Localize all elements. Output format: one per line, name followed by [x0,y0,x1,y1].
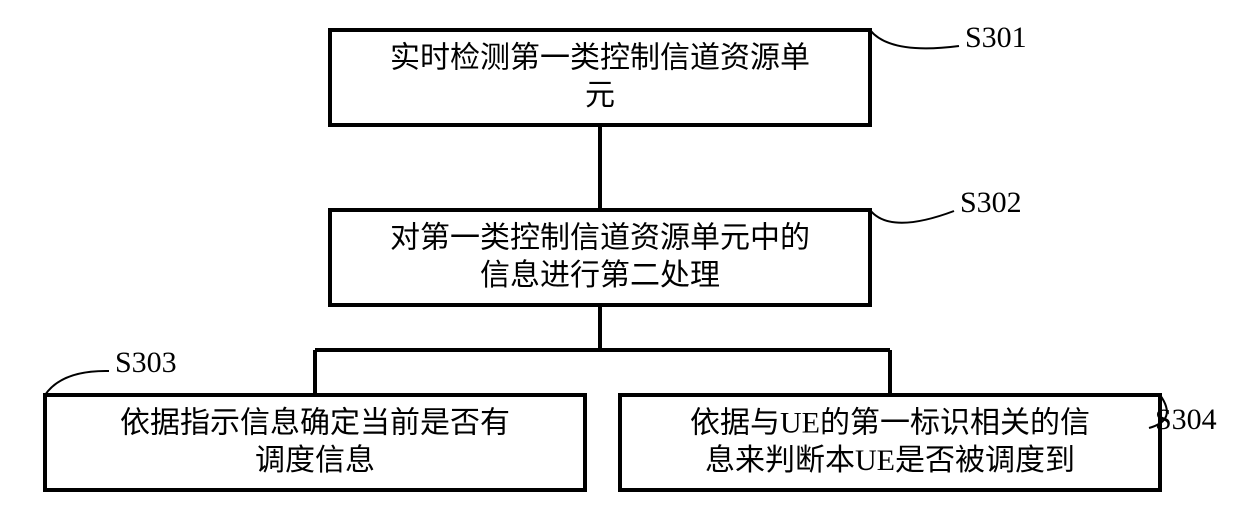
step-label-s301: S301 [965,21,1027,54]
flow-node-text: 信息进行第二处理 [480,259,720,292]
step-label-s304: S304 [1155,403,1217,436]
flow-node-n3: 依据指示信息确定当前是否有调度信息 [45,395,585,490]
step-label-s303: S303 [115,346,177,379]
flow-node-text: 对第一类控制信道资源单元中的 [390,222,810,255]
step-label-s302: S302 [960,186,1022,219]
flow-node-n1: 实时检测第一类控制信道资源单元 [330,30,870,125]
flow-node-text: 息来判断本UE是否被调度到 [705,444,1075,477]
flow-node-text: 依据指示信息确定当前是否有 [120,407,510,440]
flow-node-n2: 对第一类控制信道资源单元中的信息进行第二处理 [330,210,870,305]
flow-node-text: 依据与UE的第一标识相关的信 [690,407,1090,440]
flow-node-text: 实时检测第一类控制信道资源单 [390,42,810,75]
flow-node-n4: 依据与UE的第一标识相关的信息来判断本UE是否被调度到 [620,395,1160,490]
flow-node-text: 元 [585,79,615,112]
flow-node-text: 调度信息 [255,444,375,477]
